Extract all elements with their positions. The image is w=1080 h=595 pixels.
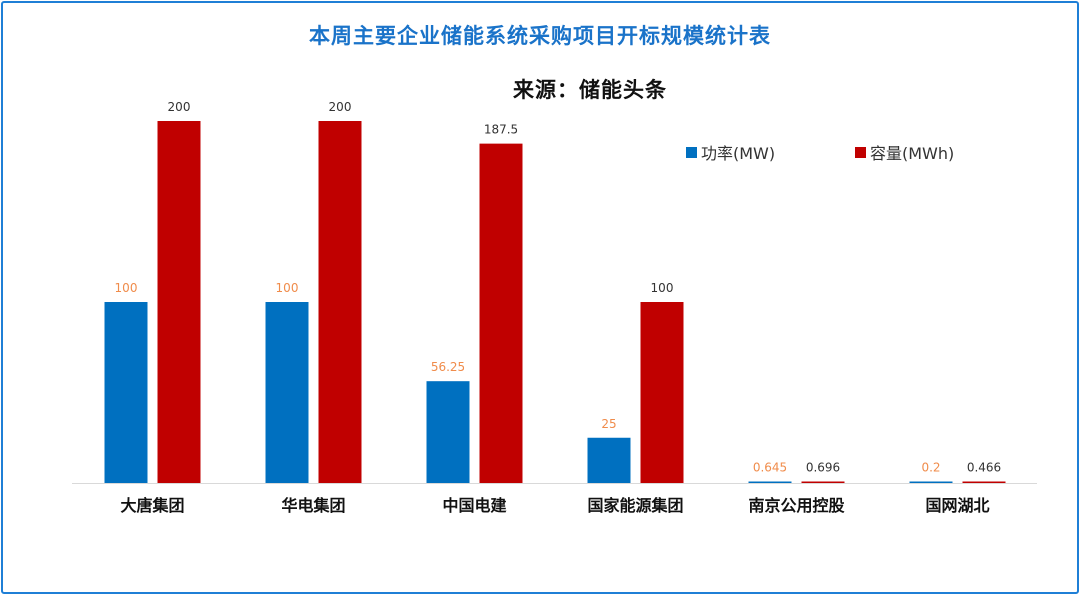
category-label-4: 南京公用控股 [748,496,845,515]
chart-title: 本周主要企业储能系统采购项目开标规模统计表 [309,24,771,48]
legend-item-capacity: 容量(MWh) [855,140,954,164]
category-label-3: 国家能源集团 [587,496,683,515]
data-label-power-2: 56.25 [431,360,465,374]
legend-swatch-power [686,146,697,158]
bar-capacity-5 [962,481,1006,483]
bar-power-5 [909,481,953,483]
data-label-power-1: 100 [276,281,299,295]
bar-power-3 [587,437,631,483]
bar-capacity-1 [318,121,362,483]
legend-label-power: 功率(MW) [701,144,776,163]
legend-item-power: 功率(MW) [686,140,775,164]
data-label-power-5: 0.2 [921,461,940,475]
bar-capacity-0 [157,121,201,483]
data-label-power-0: 100 [115,281,138,295]
bar-capacity-3 [640,302,684,483]
category-label-0: 大唐集团 [120,496,184,515]
legend-label-capacity: 容量(MWh) [870,144,955,163]
bar-power-4 [748,481,792,483]
data-label-capacity-3: 100 [651,281,674,295]
data-label-power-3: 25 [601,417,616,431]
data-label-capacity-2: 187.5 [484,123,518,137]
category-label-2: 中国电建 [442,496,506,515]
category-label-5: 国网湖北 [925,496,989,515]
bar-power-0 [104,302,148,483]
category-label-1: 华电集团 [281,496,345,515]
data-label-capacity-5: 0.466 [967,461,1001,475]
data-label-power-4: 0.645 [753,461,787,475]
bar-power-1 [265,302,309,483]
data-label-capacity-4: 0.696 [806,461,840,475]
bar-power-2 [426,381,470,483]
bar-capacity-2 [479,143,523,483]
legend-swatch-capacity [855,146,866,158]
data-label-capacity-0: 200 [168,100,191,114]
bar-capacity-4 [801,481,845,483]
chart-subtitle: 来源：储能头条 [513,78,667,102]
data-label-capacity-1: 200 [329,100,352,114]
